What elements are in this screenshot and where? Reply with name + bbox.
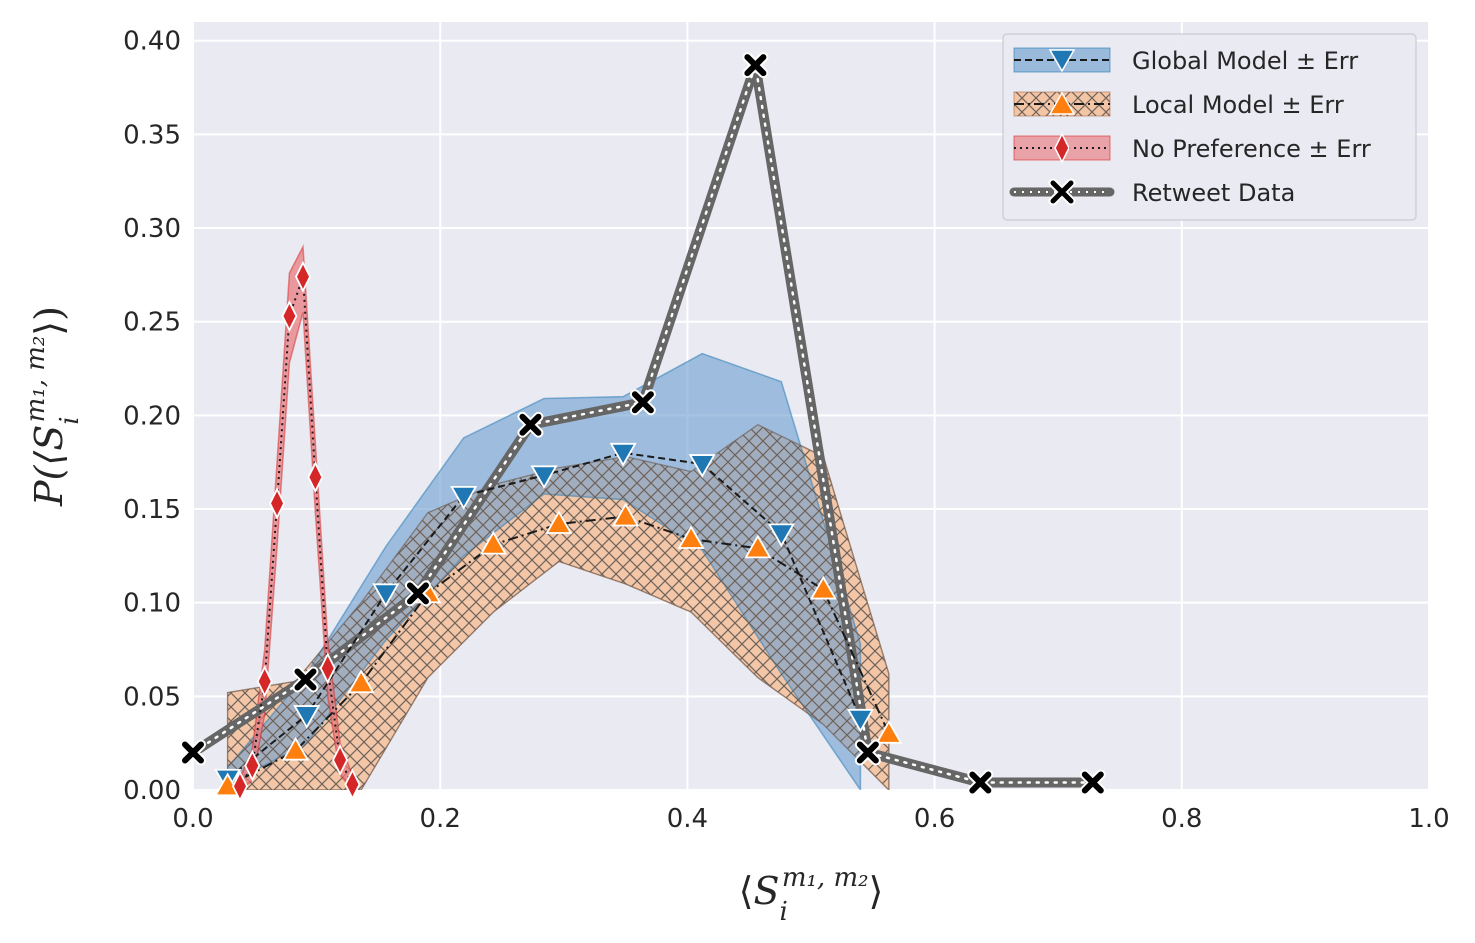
retweet-data-point [967, 769, 994, 796]
retweet-data-point-x [856, 741, 879, 764]
retweet-data-point [292, 666, 319, 693]
retweet-data-point-x [969, 771, 992, 794]
local-model-point [875, 719, 903, 744]
retweet-data-point-x [519, 413, 542, 436]
global-model-point [767, 523, 795, 548]
legend-entry-local: Local Model ± Err [1013, 91, 1344, 119]
y-axis-label-sup: m₁, m₂ [21, 336, 51, 423]
series-markers [180, 52, 1106, 803]
y-tick-label: 0.20 [123, 401, 181, 431]
global-model-point [293, 705, 321, 729]
retweet-data-point [404, 580, 431, 607]
no-preference-line [239, 276, 354, 787]
y-tick-label: 0.35 [123, 120, 181, 150]
no-preference-point [332, 744, 349, 777]
x-axis-label: ⟨Si m₁, m₂⟩ [739, 863, 884, 927]
y-tick-label: 0.05 [123, 682, 181, 712]
no-preference-point [244, 749, 261, 782]
global-model-point [372, 583, 400, 608]
local-model-line [227, 515, 890, 788]
y-axis-label: P(⟨Si m₁, m₂⟩) [21, 306, 85, 507]
legend-label-nopref: No Preference ± Err [1132, 135, 1371, 163]
legend-frame [1002, 33, 1417, 221]
diamond-icon [1054, 132, 1070, 164]
global-model-point [450, 486, 478, 510]
no-preference-point [269, 487, 286, 520]
triangle-up-icon [1048, 91, 1076, 115]
retweet-data-point-x [744, 54, 767, 77]
global-model-point [846, 708, 874, 733]
y-tick-label: 0.25 [123, 308, 181, 338]
no-preference-point [281, 300, 298, 333]
x-axis-label-sub: i [780, 897, 788, 927]
retweet-data-point [854, 739, 881, 766]
y-tick-label: 0.00 [123, 776, 181, 806]
no-preference-point [344, 768, 361, 801]
x-axis-label-open: ⟨ [739, 869, 754, 913]
retweet-data-point-x [1081, 771, 1104, 794]
x-axis-label-sup: m₁, m₂ [782, 863, 869, 893]
retweet-data-point [180, 739, 206, 766]
y-axis-label-close: ⟩) [27, 306, 71, 336]
retweet-data-point-x [631, 391, 654, 414]
y-tick-labels: 0.00 0.05 0.10 0.15 0.20 0.25 0.30 0.35 0.40 [123, 27, 181, 806]
global-model-point [530, 465, 558, 490]
y-axis-label-prefix: P(⟨ [27, 450, 71, 507]
x-tick-label: 0.4 [667, 804, 708, 834]
retweet-data-point-x [294, 668, 317, 691]
y-tick-label: 0.30 [123, 214, 181, 244]
no-preference-band [239, 244, 354, 790]
local-model-point [545, 510, 573, 534]
retweet-data-point [1079, 769, 1106, 796]
x-mark-icon [1050, 180, 1074, 204]
no-preference-point [294, 260, 312, 293]
local-model-point [479, 530, 507, 555]
y-tick-label: 0.40 [123, 27, 181, 57]
local-model-point [612, 502, 640, 527]
x-tick-label: 0.6 [914, 804, 955, 834]
x-tick-label: 1.0 [1408, 804, 1449, 834]
retweet-data-point [629, 389, 656, 416]
no-preference-point [307, 461, 324, 494]
y-tick-label: 0.15 [123, 495, 181, 525]
legend-label-global: Global Model ± Err [1132, 47, 1358, 75]
retweet-data-point-x [182, 741, 204, 764]
no-preference-point [231, 770, 248, 803]
legend: Global Model ± Err Local Model ± Err No … [1002, 33, 1417, 221]
retweet-data-point-x [406, 582, 429, 605]
global-model-point [688, 454, 716, 478]
legend-entry-nopref: No Preference ± Err [1013, 132, 1371, 164]
retweet-data-point [742, 52, 769, 79]
y-tick-label: 0.10 [123, 589, 181, 619]
legend-entry-global: Global Model ± Err [1013, 47, 1358, 75]
x-tick-labels: 0.0 0.2 0.4 0.6 0.8 1.0 [172, 804, 1449, 834]
x-tick-label: 0.8 [1161, 804, 1202, 834]
no-preference-point [256, 665, 273, 698]
legend-entry-retweet: Retweet Data [1009, 178, 1295, 207]
x-tick-label: 0.0 [172, 804, 213, 834]
y-axis-label-sub: i [55, 416, 85, 424]
x-axis-label-close: ⟩ [869, 869, 884, 913]
legend-label-local: Local Model ± Err [1132, 91, 1344, 119]
x-tick-label: 0.2 [420, 804, 461, 834]
local-model-point [809, 575, 837, 600]
y-axis-label-base: S [27, 425, 71, 451]
x-axis-label-base: S [753, 869, 779, 913]
triangle-down-icon [1048, 49, 1076, 73]
local-model-point [347, 669, 375, 694]
global-model-point [609, 442, 637, 467]
retweet-data-point [517, 411, 544, 438]
local-model-point [282, 736, 310, 761]
no-preference-point [319, 652, 336, 685]
local-model-point [744, 534, 772, 559]
local-model-point [677, 525, 705, 549]
legend-label-retweet: Retweet Data [1132, 179, 1295, 207]
